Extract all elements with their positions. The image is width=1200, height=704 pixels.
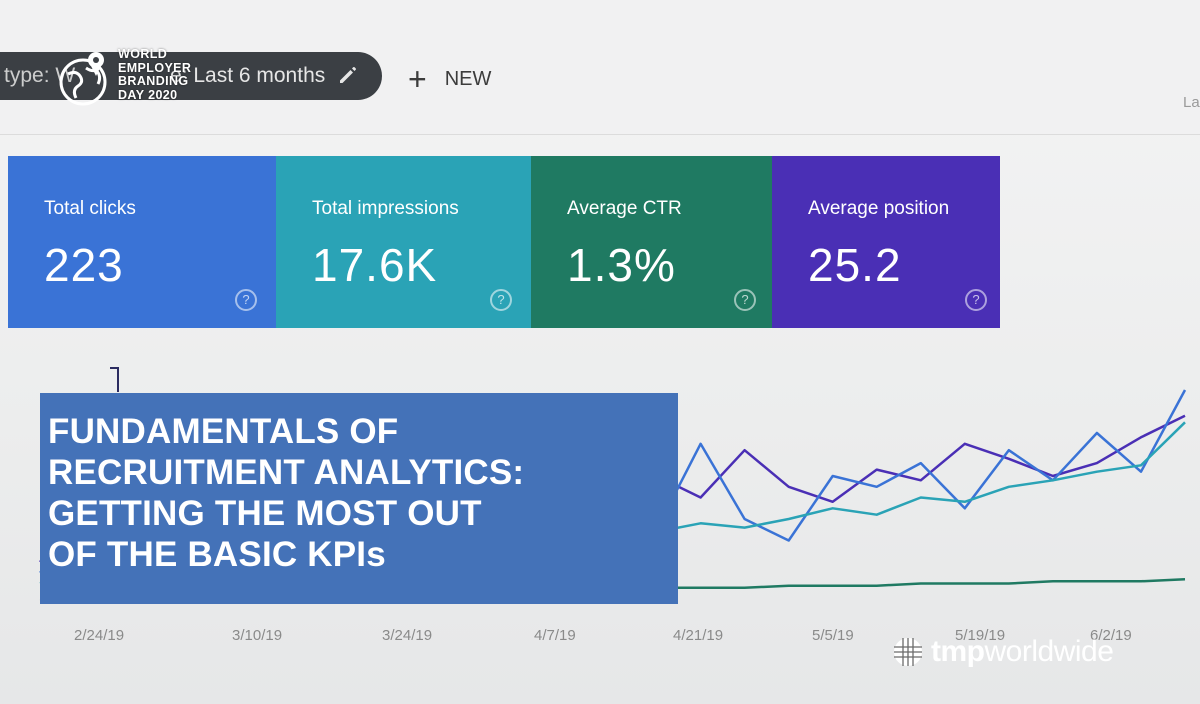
kpi-label: Total impressions bbox=[312, 198, 459, 219]
globe-grid-icon bbox=[894, 638, 922, 666]
event-logo-text: WORLD EMPLOYER BRANDING DAY 2020 bbox=[118, 47, 192, 102]
brand-logo-light: worldwide bbox=[984, 635, 1114, 668]
x-tick-label: 2/24/19 bbox=[74, 627, 125, 644]
kpi-label: Total clicks bbox=[44, 198, 136, 219]
help-icon[interactable]: ? bbox=[235, 289, 257, 311]
title-line: FUNDAMENTALS OF bbox=[48, 412, 399, 451]
event-logo-line: EMPLOYER bbox=[118, 60, 192, 75]
help-icon[interactable]: ? bbox=[734, 289, 756, 311]
kpi-label: Average CTR bbox=[567, 198, 682, 219]
x-tick-label: 5/19/19 bbox=[955, 627, 1006, 644]
x-tick-label: 6/2/19 bbox=[1090, 627, 1132, 644]
kpi-value: 25.2 bbox=[808, 239, 902, 291]
kpi-cards: Total clicks 223 ? Total impressions 17.… bbox=[8, 156, 1000, 328]
x-tick-label: 3/10/19 bbox=[232, 627, 283, 644]
help-icon[interactable]: ? bbox=[490, 289, 512, 311]
toolbar-corner-text: La bbox=[1183, 94, 1200, 111]
globe-icon bbox=[59, 52, 107, 106]
kpi-value: 1.3% bbox=[567, 239, 676, 291]
kpi-value: 223 bbox=[44, 239, 124, 291]
toolbar: type: W e: Last 6 months + NEW La bbox=[0, 0, 1200, 135]
brand-logo-bold: tmp bbox=[931, 635, 985, 668]
x-tick-label: 4/21/19 bbox=[673, 627, 724, 644]
chart-cursor-mark bbox=[110, 367, 119, 392]
x-tick-label: 3/24/19 bbox=[382, 627, 433, 644]
kpi-card-average-position[interactable]: Average position 25.2 ? bbox=[772, 156, 1000, 328]
event-logo-line: DAY 2020 bbox=[118, 87, 178, 102]
kpi-card-total-impressions[interactable]: Total impressions 17.6K ? bbox=[276, 156, 531, 328]
plus-icon: + bbox=[408, 61, 427, 97]
help-icon[interactable]: ? bbox=[965, 289, 987, 311]
kpi-label: Average position bbox=[808, 198, 950, 219]
title-line: GETTING THE MOST OUT bbox=[48, 494, 482, 533]
event-logo-line: WORLD bbox=[118, 47, 168, 61]
x-tick-label: 4/7/19 bbox=[534, 627, 576, 644]
title-line: RECRUITMENT ANALYTICS: bbox=[48, 453, 525, 492]
title-overlay: FUNDAMENTALS OF RECRUITMENT ANALYTICS: G… bbox=[40, 393, 678, 604]
kpi-card-average-ctr[interactable]: Average CTR 1.3% ? bbox=[531, 156, 772, 328]
world-employer-branding-day-logo: WORLD EMPLOYER BRANDING DAY 2020 bbox=[56, 47, 256, 114]
new-filter-button[interactable]: + NEW bbox=[408, 62, 491, 96]
tmp-worldwide-logo: tmp worldwide bbox=[893, 632, 1114, 672]
event-logo-line: BRANDING bbox=[118, 74, 189, 88]
kpi-card-total-clicks[interactable]: Total clicks 223 ? bbox=[8, 156, 276, 328]
filter-type-label: type: W bbox=[4, 64, 76, 87]
kpi-value: 17.6K bbox=[312, 239, 438, 291]
x-tick-label: 5/5/19 bbox=[812, 627, 854, 644]
filter-date-label: e: Last 6 months bbox=[170, 64, 326, 87]
pencil-icon[interactable] bbox=[336, 63, 360, 87]
new-button-label: NEW bbox=[444, 67, 492, 90]
title-line: OF THE BASIC KPIs bbox=[48, 535, 386, 574]
